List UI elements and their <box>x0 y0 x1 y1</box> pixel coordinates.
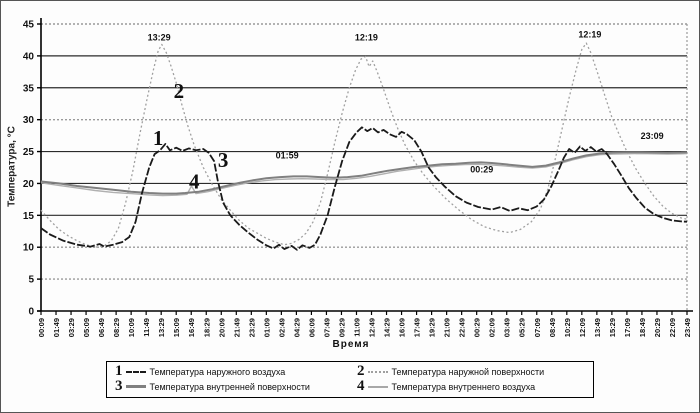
line-sample-gray-solid-icon <box>125 385 146 388</box>
x-tick-label: 16:09 <box>398 318 407 337</box>
y-tick-label: 45 <box>23 20 35 31</box>
x-tick-label: 14:29 <box>383 318 392 337</box>
y-tick-label: 15 <box>23 211 35 222</box>
series-line-2 <box>40 42 688 248</box>
x-tick-label: 08:49 <box>548 318 557 337</box>
y-tick-label: 5 <box>28 275 34 286</box>
legend-item-outer-surface: 2 Температура наружной поверхности <box>357 364 585 379</box>
x-tick-label: 21:09 <box>443 318 452 337</box>
x-tick-label: 20:09 <box>217 318 226 337</box>
chart-plot-area: 0 5 10 15 20 25 30 35 40 45 00:09 01:49 03:29 05:09 06… <box>23 18 693 337</box>
y-tick-label: 40 <box>23 51 35 62</box>
legend-number-4: 4 <box>357 378 365 394</box>
x-tick-label: 04:29 <box>292 318 301 337</box>
curve-number-label: 3 <box>218 148 229 172</box>
annotation-time-label: 12:19 <box>355 33 378 43</box>
x-tick-label: 02:09 <box>488 318 497 337</box>
x-tick-label: 01:09 <box>262 318 271 337</box>
legend-number-3: 3 <box>115 378 123 394</box>
x-axis-title: Время <box>332 339 370 350</box>
line-sample-light-dotted-icon <box>367 370 388 373</box>
x-tick-label: 17:09 <box>623 318 632 337</box>
x-tick-label: 06:49 <box>97 318 106 337</box>
annotation-time-label: 00:29 <box>470 165 493 175</box>
x-tick-label: 12:49 <box>368 318 377 337</box>
curve-number-label: 4 <box>189 170 200 194</box>
x-tick-label: 21:49 <box>232 318 241 337</box>
x-tick-label: 07:49 <box>322 318 331 337</box>
x-tick-label: 13:49 <box>593 318 602 337</box>
x-tick-label: 18:49 <box>638 318 647 337</box>
x-tick-label: 00:09 <box>37 318 46 337</box>
x-tick-label: 15:09 <box>172 318 181 337</box>
x-tick-label: 18:29 <box>202 318 211 337</box>
series-line-3 <box>40 151 688 195</box>
x-tick-label: 07:09 <box>533 318 542 337</box>
x-tick-label: 13:29 <box>157 318 166 337</box>
legend-item-outdoor-air: 1 Температура наружного воздуха <box>115 364 353 379</box>
chart-legend: 1 Температура наружного воздуха 2 Темпер… <box>106 361 594 398</box>
x-tick-label: 17:49 <box>413 318 422 337</box>
x-tick-label: 22:09 <box>668 318 677 337</box>
annotation-time-label: 13:29 <box>148 33 171 43</box>
x-tick-label: 23:49 <box>683 318 692 337</box>
x-tick-label: 11:09 <box>352 318 361 337</box>
x-tick-label: 19:29 <box>428 318 437 337</box>
legend-label-outer-surface: Температура наружной поверхности <box>391 366 545 377</box>
x-tick-label: 02:49 <box>277 318 286 337</box>
legend-number-1: 1 <box>115 363 123 379</box>
y-tick-label: 10 <box>23 243 35 254</box>
x-tick-label: 08:29 <box>112 318 121 337</box>
y-axis-title: Температура, °С <box>6 126 18 207</box>
series-line-4 <box>40 152 688 197</box>
x-tick-label: 09:29 <box>337 318 346 337</box>
x-tick-label: 23:29 <box>247 318 256 337</box>
y-tick-label: 35 <box>23 83 35 94</box>
annotation-time-label: 01:59 <box>276 151 299 161</box>
y-tick-label: 25 <box>23 147 35 158</box>
annotation-time-label: 12:19 <box>578 29 601 39</box>
y-tick-label: 30 <box>23 115 35 126</box>
curve-number-label: 2 <box>174 79 185 103</box>
x-tick-label: 12:09 <box>578 318 587 337</box>
legend-item-inner-air: 4 Температура внутреннего воздуха <box>357 379 585 394</box>
legend-item-inner-surface: 3 Температура внутренней поверхности <box>115 379 353 394</box>
series-line-1 <box>40 126 688 251</box>
x-tick-label: 20:29 <box>653 318 662 337</box>
x-tick-label: 00:29 <box>473 318 482 337</box>
x-tick-label: 11:49 <box>142 318 151 337</box>
x-tick-label: 03:29 <box>67 318 76 337</box>
x-tick-label: 10:29 <box>563 318 572 337</box>
y-tick-label: 0 <box>28 307 34 318</box>
legend-label-outdoor-air: Температура наружного воздуха <box>149 366 286 377</box>
x-tick-label: 10:09 <box>127 318 136 337</box>
x-tick-label: 22:49 <box>458 318 467 337</box>
line-sample-dark-dashed-icon <box>125 370 146 373</box>
line-sample-silver-solid-icon <box>367 385 388 388</box>
y-tick-label: 20 <box>23 179 35 190</box>
x-tick-label: 06:09 <box>307 318 316 337</box>
x-tick-label: 15:29 <box>608 318 617 337</box>
legend-number-2: 2 <box>357 363 365 379</box>
x-tick-label: 05:29 <box>518 318 527 337</box>
x-tick-label: 05:09 <box>82 318 91 337</box>
legend-label-inner-air: Температура внутреннего воздуха <box>391 381 536 392</box>
x-tick-label: 03:49 <box>503 318 512 337</box>
x-tick-label: 01:49 <box>52 318 61 337</box>
legend-label-inner-surface: Температура внутренней поверхности <box>149 381 310 392</box>
curve-number-label: 1 <box>153 126 164 150</box>
annotation-time-label: 23:09 <box>641 131 664 141</box>
x-tick-label: 16:49 <box>187 318 196 337</box>
